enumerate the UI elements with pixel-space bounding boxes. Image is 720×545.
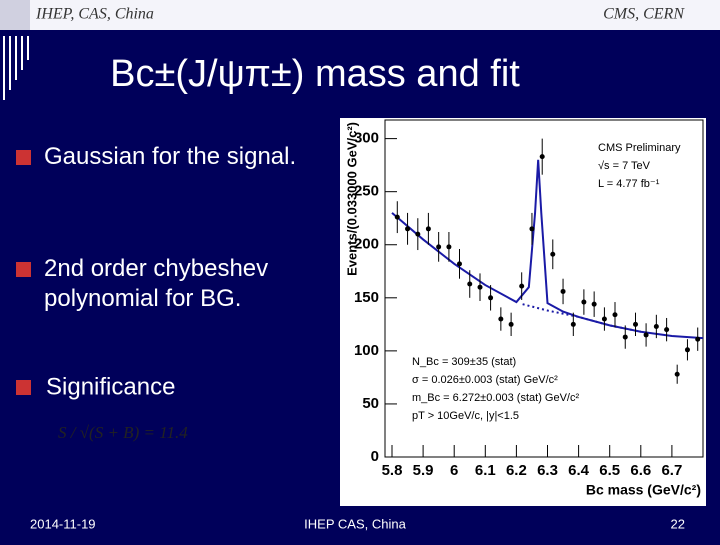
y-tick-label: 300 [354, 130, 379, 147]
fit-result: m_Bc = 6.272±0.003 (stat) GeV/c² [412, 392, 579, 404]
data-point [477, 284, 483, 290]
bullets: Gaussian for the signal. 2nd order chybe… [44, 143, 297, 312]
y-tick-label: 150 [354, 289, 379, 306]
y-tick-label: 250 [354, 183, 379, 200]
data-point [643, 332, 649, 338]
fit-result: N_Bc = 309±35 (stat) [412, 356, 516, 368]
x-tick-label: 5.9 [413, 462, 434, 479]
data-point [498, 316, 504, 322]
slide-title: Bc±(J/ψπ±) mass and fit [110, 53, 520, 95]
data-point [674, 371, 680, 377]
data-point [601, 316, 607, 322]
annotation: CMS Preliminary [598, 142, 681, 154]
data-point [425, 226, 431, 232]
x-tick-label: 6.7 [661, 462, 682, 479]
data-point [394, 214, 400, 220]
fit-result: pT > 10GeV/c, |y|<1.5 [412, 410, 519, 422]
y-tick-label: 50 [362, 395, 379, 412]
data-point [653, 323, 659, 329]
bullet: Significance [46, 373, 175, 400]
header-right: CMS, CERN [603, 6, 685, 23]
x-tick-label: 6.5 [599, 462, 620, 479]
x-tick-label: 6.6 [630, 462, 651, 479]
data-point [612, 312, 618, 318]
data-point [581, 299, 587, 305]
header-bar [0, 0, 720, 30]
data-point [456, 261, 462, 267]
data-point [633, 321, 639, 327]
data-point [560, 288, 566, 294]
data-point [550, 251, 556, 257]
x-tick-label: 6.1 [475, 462, 496, 479]
chart-panel [340, 118, 706, 506]
fit-result: σ = 0.026±0.003 (stat) GeV/c² [412, 374, 558, 386]
data-point [508, 321, 514, 327]
data-point [539, 154, 545, 160]
annotation: √s = 7 TeV [598, 160, 651, 172]
x-tick-label: 6.3 [537, 462, 558, 479]
data-point [664, 327, 670, 333]
stripes [3, 36, 29, 100]
y-tick-label: 200 [354, 236, 379, 253]
data-point [405, 226, 411, 232]
x-tick-label: 6.4 [568, 462, 590, 479]
bullet: 2nd order chybeshev polynomial for BG. [44, 255, 269, 312]
page-number: 22 [671, 516, 685, 531]
y-axis-title: Events/(0.033000 GeV/c²) [344, 122, 359, 276]
y-tick-label: 100 [354, 342, 379, 359]
data-point [529, 226, 535, 232]
x-tick-label: 5.8 [382, 462, 403, 479]
data-point [695, 336, 701, 342]
background-curve [522, 303, 642, 333]
data-point [570, 321, 576, 327]
logo [0, 0, 30, 30]
x-axis-title: Bc mass (GeV/c²) [586, 482, 701, 498]
chart: 0 50 100 150 200 250 300 5.8 5.9 6 6.1 6.2 6.3 6.4 6.5… [344, 119, 704, 498]
data-point [415, 231, 421, 237]
header-left: IHEP, CAS, China [35, 6, 154, 23]
footer-date: 2014-11-19 [30, 516, 96, 531]
plot-frame [384, 119, 704, 458]
data-point [488, 295, 494, 301]
data-point [519, 283, 525, 289]
data-point [467, 281, 473, 287]
x-tick-label: 6.2 [506, 462, 527, 479]
footer-center: IHEP CAS, China [304, 516, 406, 531]
annotation: L = 4.77 fb⁻¹ [598, 178, 660, 190]
data-point [684, 347, 690, 353]
data-point [622, 334, 628, 340]
bullet-icons [16, 150, 31, 395]
data-point [436, 244, 442, 250]
data-point [591, 301, 597, 307]
x-tick-label: 6 [450, 462, 458, 479]
y-tick-label: 0 [371, 448, 379, 465]
formula: S / √(S + B) = 11.4 [58, 423, 188, 442]
data-point [446, 244, 452, 250]
bullet: Gaussian for the signal. [44, 143, 297, 170]
